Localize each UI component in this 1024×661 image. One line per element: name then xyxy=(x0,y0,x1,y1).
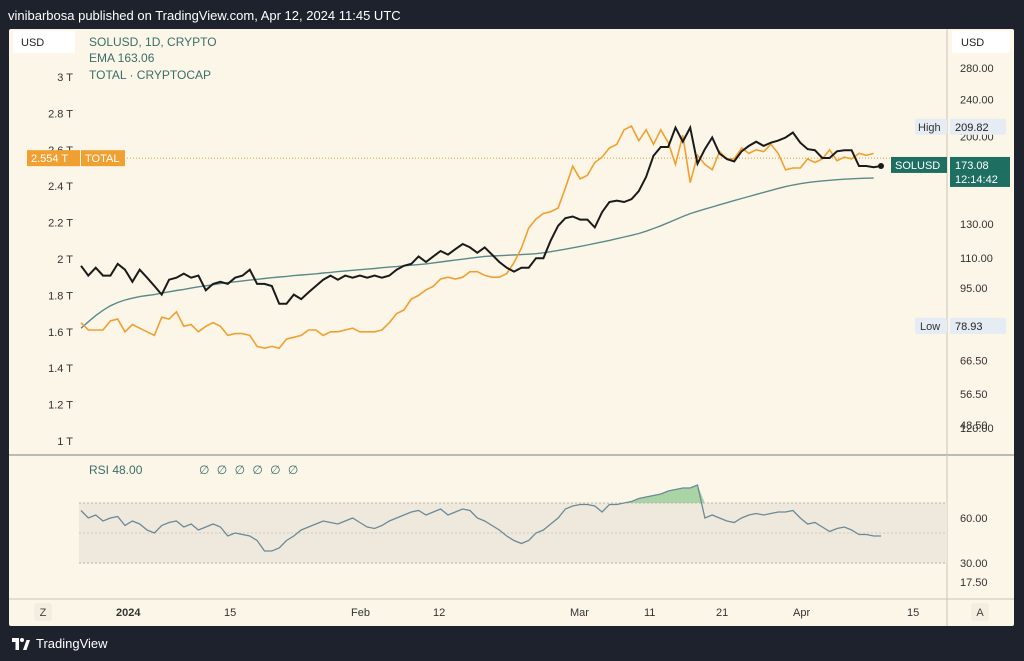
z-button[interactable]: Z xyxy=(40,607,47,619)
tradingview-brand: TradingView xyxy=(36,636,108,651)
total-badge-value-bg[interactable] xyxy=(27,150,80,167)
a-button[interactable]: A xyxy=(976,607,984,619)
right-axis-tick: 56.50 xyxy=(960,389,988,401)
time-axis-tick: 11 xyxy=(644,607,655,619)
high-value: 209.82 xyxy=(955,122,989,134)
left-axis-tick: 2.8 T xyxy=(48,108,73,120)
time-axis-tick: 15 xyxy=(224,607,236,619)
high-label-bg xyxy=(915,118,947,135)
left-axis-tick: 2.4 T xyxy=(48,181,73,193)
publish-header: vinibarbosa published on TradingView.com… xyxy=(8,8,401,23)
rsi-markers: ∅ ∅ ∅ ∅ ∅ ∅ xyxy=(199,463,300,477)
time-axis-tick: 12 xyxy=(433,607,445,619)
left-currency-box[interactable] xyxy=(13,31,75,53)
left-axis-tick: 2 T xyxy=(57,254,73,266)
legend-solusd: SOLUSD, 1D, CRYPTO xyxy=(89,35,217,49)
right-axis-tick: 130.00 xyxy=(960,219,994,231)
right-axis-tick: 240.00 xyxy=(960,94,994,106)
low-label: Low xyxy=(920,321,940,333)
time-axis-tick: 21 xyxy=(716,607,728,619)
total-line[interactable] xyxy=(80,125,874,350)
left-axis-tick: 2.2 T xyxy=(48,218,73,230)
high-label: High xyxy=(918,122,941,134)
z-button-bg[interactable] xyxy=(34,603,52,621)
solusd-countdown: 12:14:42 xyxy=(955,174,998,186)
rsi-axis-tick: 60.00 xyxy=(960,513,988,525)
left-axis-tick: 1.4 T xyxy=(48,363,73,375)
total-badge-name-bg[interactable] xyxy=(81,150,125,167)
solusd-price-value: 173.08 xyxy=(955,160,989,172)
rsi-axis-tick: 120.00 xyxy=(960,423,994,435)
left-axis-tick: 1 T xyxy=(57,436,73,448)
right-axis-tick: 110.00 xyxy=(960,253,993,265)
solusd-name-badge: SOLUSD xyxy=(895,160,940,172)
time-axis-tick: Apr xyxy=(793,607,810,619)
solusd-line[interactable] xyxy=(80,124,882,305)
solusd-last-point xyxy=(878,163,884,170)
low-label-bg xyxy=(915,317,947,334)
legend-total: TOTAL · CRYPTOCAP xyxy=(89,68,211,82)
time-axis-tick: Feb xyxy=(351,607,370,619)
time-axis-tick: 15 xyxy=(907,607,919,619)
tradingview-logo-icon xyxy=(12,638,30,650)
time-axis-tick: Mar xyxy=(570,607,589,619)
high-value-bg xyxy=(950,118,1006,135)
tradingview-footer[interactable]: TradingView xyxy=(12,634,108,654)
legend-ema: EMA 163.06 xyxy=(89,51,155,65)
left-currency-label: USD xyxy=(21,37,44,49)
left-axis-tick: 3 T xyxy=(57,72,73,84)
rsi-axis-tick: 30.00 xyxy=(960,558,988,570)
low-value: 78.93 xyxy=(955,321,983,333)
time-axis-tick: 2024 xyxy=(116,607,141,619)
right-axis-tick: 95.00 xyxy=(960,283,988,295)
low-value-bg xyxy=(950,317,1006,334)
right-currency-box[interactable] xyxy=(952,31,1010,53)
a-button-bg[interactable] xyxy=(971,603,989,621)
right-currency-label: USD xyxy=(961,37,984,49)
right-axis-tick: 66.50 xyxy=(960,356,988,368)
right-axis-tick: 280.00 xyxy=(960,63,994,75)
rsi-line[interactable] xyxy=(80,484,881,552)
rsi-overbought-fill xyxy=(624,485,705,503)
left-axis-tick: 1.6 T xyxy=(48,327,73,339)
solusd-price-badge-bg[interactable] xyxy=(950,156,1010,187)
right-axis-tick: 48.50 xyxy=(960,420,988,432)
left-axis-tick: 1.8 T xyxy=(48,290,73,302)
rsi-label: RSI 48.00 xyxy=(89,463,143,477)
total-badge-name: TOTAL xyxy=(85,153,119,165)
total-badge-value: 2.554 T xyxy=(31,153,68,165)
left-axis-tick: 1.2 T xyxy=(48,400,73,412)
rsi-axis-tick: 17.50 xyxy=(960,577,988,589)
solusd-name-badge-bg[interactable] xyxy=(891,156,947,173)
